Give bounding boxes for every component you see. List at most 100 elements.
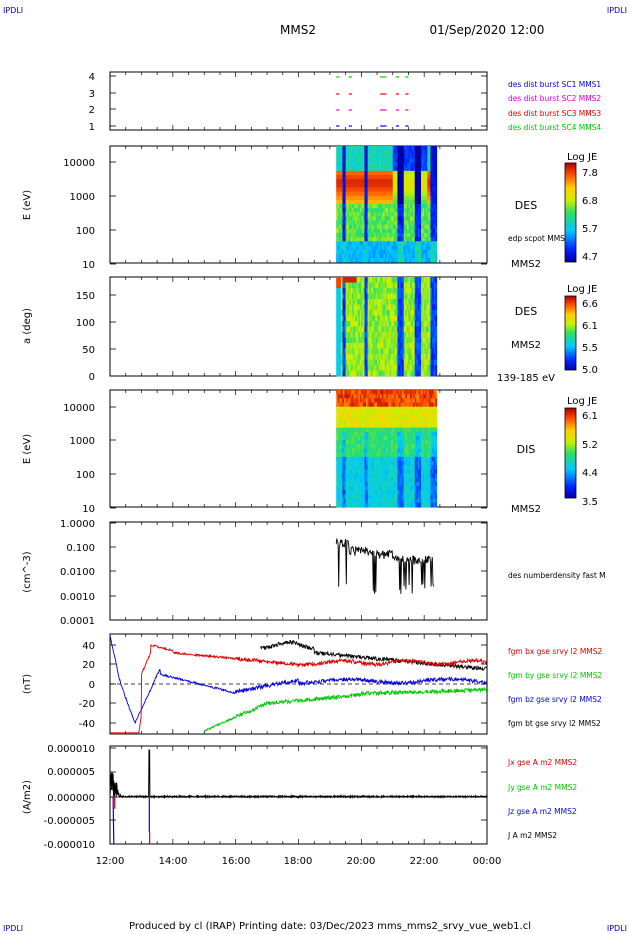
spectrogram-cell: [383, 332, 386, 338]
spectrogram-cell: [377, 390, 380, 395]
spectrogram-cell: [402, 440, 405, 445]
spectrogram-cell: [372, 365, 375, 371]
spectrogram-cell: [391, 332, 394, 338]
spectrogram-cell: [386, 158, 389, 163]
spectrogram-cell: [336, 282, 339, 289]
des-pitch-colorbar-title: Log JE: [567, 284, 597, 295]
spectrogram-cell: [355, 293, 358, 300]
spectrogram-cell: [405, 162, 408, 168]
spectrogram-cell: [369, 348, 372, 355]
spectrogram-cell: [411, 146, 414, 151]
spectrogram-cell: [394, 158, 397, 163]
spectrogram-cell: [405, 220, 408, 226]
spectrogram-cell: [392, 175, 395, 180]
spectrogram-cell: [369, 473, 372, 479]
spectrogram-cell: [373, 359, 376, 366]
spectrogram-cell: [350, 415, 353, 420]
spectrogram-cell: [416, 154, 419, 159]
spectrogram-cell: [395, 208, 398, 213]
spectrogram-cell: [419, 166, 422, 172]
spectrogram-cell: [411, 220, 414, 226]
spectrogram-cell: [397, 452, 400, 458]
spectrogram-cell: [351, 253, 354, 259]
spectrogram-cell: [383, 494, 386, 500]
spectrogram-cell: [389, 228, 392, 234]
spectrogram-cell: [369, 415, 372, 420]
spectrogram-cell: [348, 304, 351, 311]
spectrogram-cell: [344, 233, 347, 238]
spectrogram-cell: [336, 310, 339, 316]
spectrogram-cell: [386, 195, 389, 201]
spectrogram-cell: [410, 481, 412, 487]
spectrogram-cell: [402, 481, 405, 487]
spectrogram-cell: [400, 166, 403, 172]
spectrogram-cell: [411, 191, 414, 197]
spectrogram-cell: [381, 419, 384, 424]
spectrogram-cell: [403, 423, 406, 429]
burst-legend-sc2: des dist burst SC2 MMS2: [508, 94, 601, 103]
spectrogram-cell: [380, 502, 383, 508]
spectrogram-cell: [355, 502, 358, 508]
spectrogram-cell: [432, 299, 434, 305]
spectrogram-cell: [397, 465, 400, 470]
spectrogram-cell: [392, 245, 395, 250]
spectrogram-cell: [400, 187, 403, 192]
des-energy-label: DES: [515, 199, 537, 212]
spectrogram-cell: [408, 195, 411, 201]
spectrogram-cell: [422, 452, 425, 458]
spectrogram-cell: [381, 494, 384, 500]
spectrogram-cell: [384, 204, 387, 209]
spectrogram-cell: [427, 257, 430, 263]
spectrogram-cell: [351, 359, 354, 366]
spectrogram-cell: [424, 162, 427, 168]
spectrogram-cell: [410, 162, 412, 168]
spectrogram-cell: [381, 394, 384, 399]
spectrogram-cell: [342, 170, 345, 176]
spectrogram-cell: [435, 365, 438, 371]
spectrogram-cell: [389, 321, 392, 327]
spectrogram-cell: [356, 359, 359, 366]
spectrogram-cell: [419, 321, 422, 327]
spectrogram-cell: [400, 321, 403, 327]
spectrogram-cell: [345, 440, 348, 445]
spectrogram-cell: [383, 253, 386, 259]
spectrogram-cell: [400, 473, 403, 479]
spectrogram-cell: [432, 321, 434, 327]
spectrogram-cell: [350, 315, 353, 322]
spectrogram-cell: [389, 473, 392, 479]
spectrogram-cell: [380, 415, 383, 420]
spectrogram-cell: [416, 162, 419, 168]
spectrogram-cell: [367, 146, 370, 151]
spectrogram-cell: [355, 435, 358, 441]
spectrogram-cell: [405, 237, 408, 242]
spectrogram-cell: [337, 419, 340, 424]
spectrogram-cell: [413, 398, 416, 403]
spectrogram-cell: [424, 359, 427, 366]
spectrogram-cell: [350, 402, 353, 408]
spectrogram-cell: [375, 216, 378, 221]
spectrogram-cell: [344, 394, 347, 399]
spectrogram-cell: [410, 370, 412, 377]
spectrogram-cell: [345, 228, 348, 234]
spectrogram-cell: [353, 461, 356, 466]
spectrogram-cell: [350, 162, 353, 168]
spectrogram-cell: [410, 456, 412, 462]
spectrogram-cell: [397, 486, 400, 491]
spectrogram-cell: [350, 183, 353, 188]
spectrogram-cell: [372, 444, 375, 449]
spectrogram-cell: [433, 170, 436, 176]
spectrogram-cell: [344, 406, 347, 412]
spectrogram-cell: [367, 359, 370, 366]
spectrogram-cell: [411, 370, 414, 377]
spectrogram-cell: [392, 448, 395, 454]
spectrogram-cell: [353, 354, 356, 360]
spectrogram-cell: [403, 481, 406, 487]
spectrogram-cell: [348, 490, 351, 495]
spectrogram-cell: [339, 315, 342, 322]
spectrogram-cell: [386, 191, 389, 197]
spectrogram-cell: [391, 448, 394, 454]
spectrogram-cell: [339, 310, 342, 316]
spectrogram-cell: [359, 170, 362, 176]
spectrogram-cell: [394, 419, 397, 424]
spectrogram-cell: [383, 406, 386, 412]
